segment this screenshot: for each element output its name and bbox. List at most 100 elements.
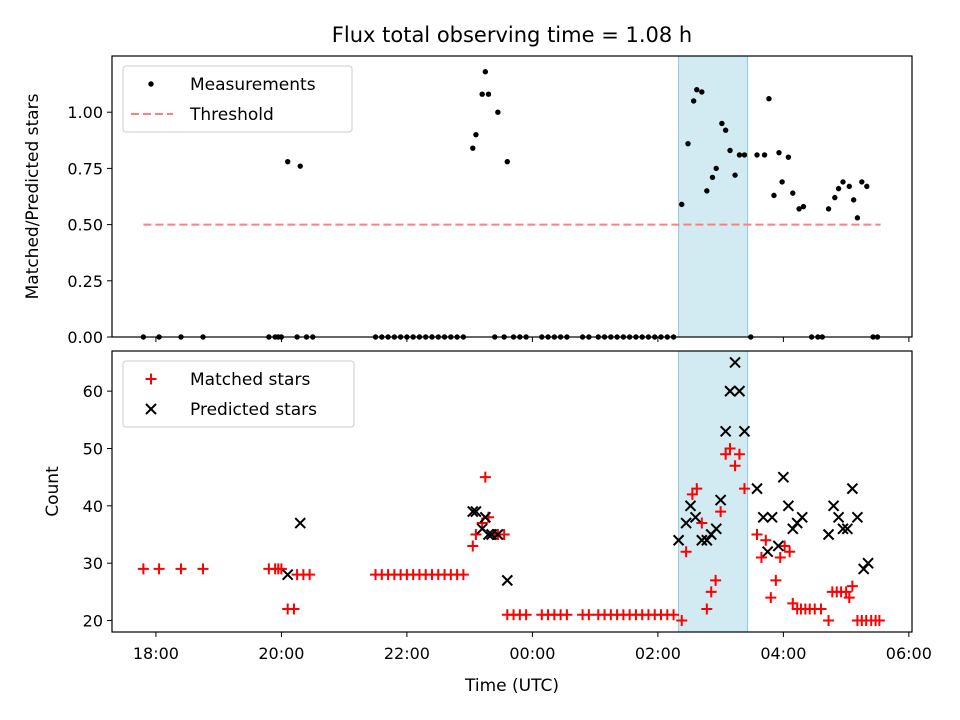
x-tick-label: 02:00 [635, 644, 681, 663]
data-point [467, 505, 479, 518]
data-point [843, 592, 855, 604]
y-tick-label: 40 [83, 497, 103, 516]
data-point [679, 201, 685, 208]
data-point [846, 482, 859, 495]
data-point [498, 529, 510, 541]
data-point [832, 511, 845, 524]
data-point [755, 551, 767, 563]
data-point [765, 592, 777, 604]
legend: Matched stars Predicted stars [122, 360, 355, 428]
data-point [685, 140, 691, 147]
data-point [733, 448, 745, 460]
legend-label: Measurements [190, 75, 316, 95]
data-point [771, 192, 777, 199]
data-point [741, 152, 748, 158]
x-tick-label: 20:00 [258, 644, 304, 663]
data-point [281, 568, 294, 581]
data-point [733, 385, 746, 397]
data-point [757, 511, 770, 524]
data-point [722, 127, 729, 133]
data-point [197, 563, 209, 575]
data-point [715, 506, 727, 518]
data-point [705, 586, 717, 598]
legend-marker [145, 403, 157, 415]
data-point [479, 471, 491, 483]
legend-box [122, 360, 355, 428]
y-tick-label: 0.50 [67, 216, 103, 235]
data-point [850, 197, 857, 203]
data-point [696, 534, 708, 546]
data-point [859, 179, 865, 185]
data-point [862, 557, 874, 569]
data-point [470, 505, 482, 518]
data-point [482, 528, 495, 541]
shaded-interval [678, 55, 749, 338]
data-point [751, 482, 763, 495]
data-point [294, 517, 306, 529]
data-point [672, 534, 685, 546]
data-point [467, 540, 479, 552]
legend-marker [148, 81, 154, 87]
data-point [501, 574, 514, 587]
x-tick-label: 00:00 [509, 644, 555, 663]
legend-label: Matched stars [190, 370, 310, 390]
y-axis-label: Count [43, 466, 63, 517]
data-point [823, 615, 835, 627]
data-point [837, 523, 849, 535]
data-point [457, 569, 469, 581]
data-point [800, 203, 807, 210]
data-point [732, 172, 738, 178]
data-point [470, 529, 482, 541]
data-point [284, 158, 291, 165]
data-point [751, 529, 763, 541]
data-point [790, 190, 796, 196]
data-point [727, 147, 733, 154]
data-point [776, 149, 782, 156]
data-point [774, 551, 786, 563]
x-tick-label: 04:00 [760, 644, 806, 663]
data-point [696, 517, 708, 529]
data-point [482, 69, 489, 75]
figure-title: Flux total observing time = 1.08 h [332, 23, 692, 47]
data-point [473, 131, 479, 138]
data-point [713, 165, 719, 172]
data-point [761, 152, 768, 158]
legend-label: Threshold [189, 105, 274, 125]
data-point [846, 580, 858, 592]
data-point [701, 603, 713, 615]
data-point [724, 385, 736, 397]
data-point [297, 163, 303, 169]
series-matched-stars [137, 442, 885, 627]
data-point [770, 574, 782, 586]
data-point [785, 154, 792, 160]
data-point [851, 511, 864, 524]
data-point [729, 356, 741, 369]
top-panel: 0.00 0.25 0.50 0.75 1.00 Matched/Predicted st… [23, 55, 913, 347]
series-predicted-stars [281, 356, 874, 587]
x-tick-label: 06:00 [886, 644, 932, 663]
data-point [720, 448, 732, 460]
data-point [520, 609, 532, 621]
y-tick-label: 60 [83, 382, 103, 401]
data-point [561, 609, 573, 621]
data-point [873, 615, 885, 627]
data-point [690, 98, 697, 104]
data-point [736, 152, 743, 158]
data-point [835, 185, 842, 192]
data-point [766, 511, 778, 524]
data-point [724, 442, 736, 454]
data-point [288, 603, 300, 615]
data-point [779, 540, 791, 552]
data-point [691, 483, 703, 495]
data-point [822, 528, 835, 541]
data-point [738, 483, 750, 495]
y-tick-label: 0.75 [67, 159, 103, 178]
y-tick-label: 0.00 [67, 328, 103, 347]
data-point [583, 609, 595, 621]
data-point [738, 425, 751, 437]
data-point [784, 546, 796, 558]
data-point [495, 109, 501, 115]
data-point [854, 215, 861, 221]
x-axis-label: Time (UTC) [464, 676, 559, 696]
